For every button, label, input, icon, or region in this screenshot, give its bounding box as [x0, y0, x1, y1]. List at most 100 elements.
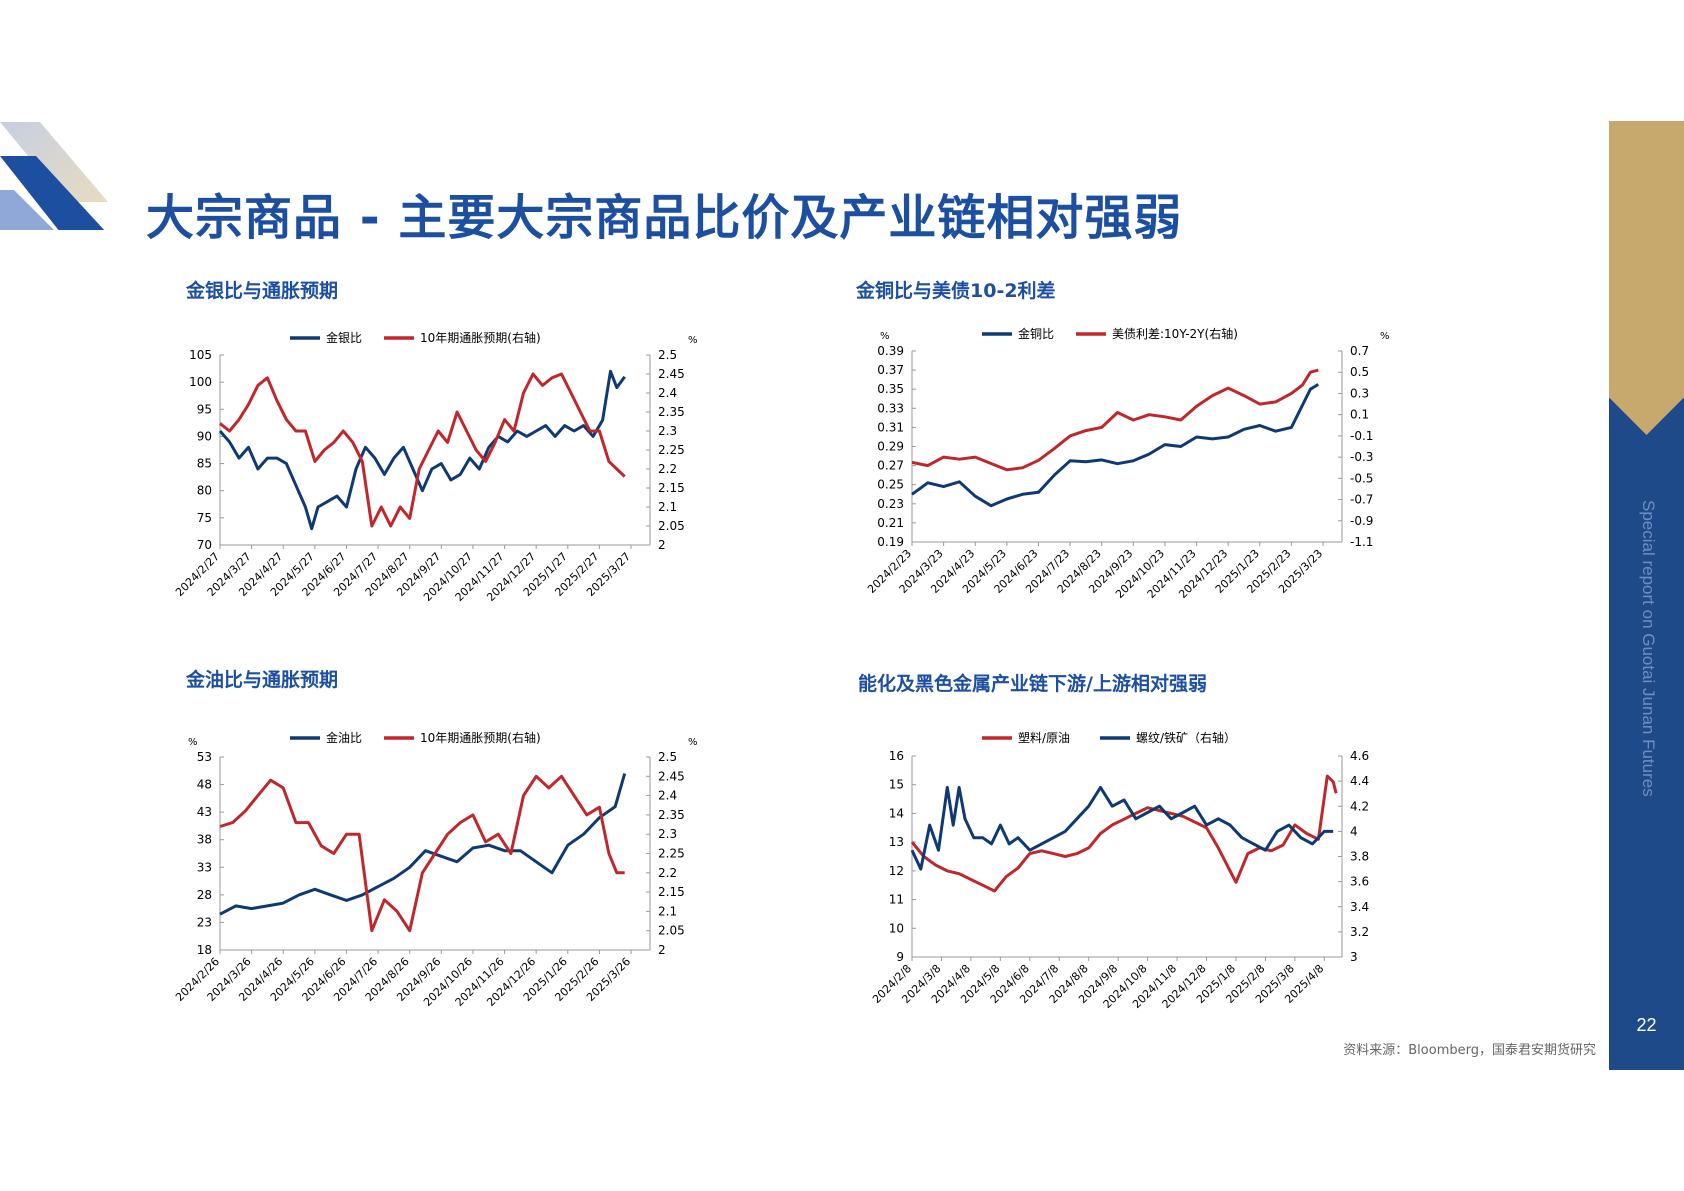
legend-label-1: 金铜比: [1018, 326, 1054, 341]
y-tick-label-right: 2.45: [658, 769, 685, 783]
y-tick-label-left: 33: [197, 860, 212, 874]
y-tick-label-right: 2.3: [658, 424, 677, 438]
y-tick-label-left: 28: [197, 888, 212, 902]
y-unit-right: %: [688, 737, 698, 748]
y-tick-label-right: 0.7: [1350, 344, 1369, 358]
legend-label-2: 10年期通胀预期(右轴): [420, 730, 541, 745]
y-tick-label-right: -0.1: [1350, 429, 1373, 443]
y-tick-label-right: 2.15: [658, 885, 685, 899]
y-tick-label-right: -0.3: [1350, 450, 1373, 464]
y-tick-label-right: 2.25: [658, 847, 685, 861]
y-tick-label-left: 0.23: [877, 497, 904, 511]
y-tick-label-left: 0.21: [877, 516, 904, 530]
series-line-1: [219, 773, 627, 916]
series-line-1: [218, 369, 626, 531]
y-tick-label-left: 100: [189, 375, 212, 389]
y-tick-label-right: 2.2: [658, 866, 677, 880]
y-tick-label-right: 4.4: [1350, 774, 1369, 788]
y-tick-label-right: 0.5: [1350, 365, 1369, 379]
chart-industry-chain: 91011121314151633.23.43.63.844.24.44.620…: [870, 730, 1369, 1011]
chart-title-4: 能化及黑色金属产业链下游/上游相对强弱: [858, 673, 1207, 695]
corner-decoration: [0, 122, 108, 230]
series-line-2: [219, 372, 626, 528]
sidebar-gold-tab: [1609, 121, 1684, 435]
y-unit-right: %: [688, 335, 698, 346]
legend-label-2: 美债利差:10Y-2Y(右轴): [1112, 326, 1238, 341]
y-tick-label-right: 2.05: [658, 519, 685, 533]
y-tick-label-left: 18: [197, 943, 212, 957]
y-tick-label-left: 9: [896, 950, 904, 964]
y-tick-label-right: 4.6: [1350, 749, 1369, 763]
y-tick-label-right: 2.2: [658, 462, 677, 476]
y-tick-label-left: 53: [197, 750, 212, 764]
chart-gold-copper: 0.19 0.21 0.23 0.25 0.27 0.29 0.31 0.33 0.35 0.37…: [865, 326, 1390, 601]
y-tick-label-right: 2.5: [658, 348, 677, 362]
y-tick-label-right: 3: [1350, 950, 1358, 964]
y-tick-label-left: 38: [197, 833, 212, 847]
series-line-2: [910, 785, 1334, 871]
y-tick-label-left: 16: [889, 749, 904, 763]
y-tick-label-left: 0.39: [877, 344, 904, 358]
y-tick-label-left: 0.19: [877, 535, 904, 549]
series-line-2: [219, 774, 625, 933]
series-line-2: [911, 368, 1319, 472]
y-tick-label-left: 10: [889, 921, 904, 935]
y-tick-label-left: 0.35: [877, 382, 904, 396]
legend-label-1: 金银比: [326, 330, 362, 345]
y-tick-label-right: 2.1: [658, 904, 677, 918]
y-tick-label-left: 75: [197, 511, 212, 525]
y-tick-label-right: 2: [658, 538, 666, 552]
y-tick-label-right: 0.3: [1350, 386, 1369, 400]
y-tick-label-right: 2: [658, 943, 666, 957]
chart-title-1: 金银比与通胀预期: [186, 280, 339, 302]
y-unit-left: %: [188, 737, 198, 748]
y-tick-label-right: 2.35: [658, 405, 685, 419]
y-tick-label-left: 15: [889, 778, 904, 792]
y-tick-label-right: 2.1: [658, 500, 677, 514]
y-tick-label-left: 80: [197, 484, 212, 498]
y-tick-label-right: 2.4: [658, 386, 677, 400]
chart-gold-oil: 18 23 28 33 38 43 48 53 2 2.05 2.1 2.15 2.2 2.25 2.3 2.…: [173, 730, 698, 1009]
page-number: 22: [1636, 1015, 1657, 1035]
y-tick-label-left: 105: [189, 348, 212, 362]
y-tick-label-right: 4.2: [1350, 799, 1369, 813]
chart-title-3: 金油比与通胀预期: [186, 669, 339, 691]
y-tick-label-right: 3.6: [1350, 875, 1369, 889]
y-tick-label-left: 48: [197, 778, 212, 792]
y-tick-label-right: 2.35: [658, 808, 685, 822]
y-tick-label-left: 0.25: [877, 478, 904, 492]
y-tick-label-right: 2.25: [658, 443, 685, 457]
y-tick-label-left: 70: [197, 538, 212, 552]
legend-label-2: 10年期通胀预期(右轴): [420, 330, 541, 345]
chart-title-2: 金铜比与美债10-2利差: [856, 280, 1056, 302]
source-note: 资料来源：Bloomberg，国泰君安期货研究: [1343, 1043, 1596, 1058]
legend-label-1: 塑料/原油: [1018, 730, 1070, 745]
series-line-1: [910, 774, 1338, 893]
legend-label-2: 螺纹/铁矿（右轴）: [1136, 730, 1236, 745]
y-tick-label-left: 13: [889, 835, 904, 849]
y-tick-label-left: 0.29: [877, 440, 904, 454]
y-tick-label-right: 2.4: [658, 789, 677, 803]
y-tick-label-left: 90: [197, 429, 212, 443]
y-tick-label-right: -1.1: [1350, 535, 1373, 549]
y-tick-label-right: -0.9: [1350, 514, 1373, 528]
y-tick-label-right: 3.2: [1350, 925, 1369, 939]
y-tick-label-left: 11: [889, 893, 904, 907]
y-tick-label-right: 3.8: [1350, 850, 1369, 864]
y-tick-label-left: 43: [197, 805, 212, 819]
y-tick-label-left: 85: [197, 457, 212, 471]
y-tick-label-right: 3.4: [1350, 900, 1369, 914]
y-tick-label-left: 14: [889, 806, 904, 820]
y-unit-right: %: [1380, 331, 1390, 342]
y-tick-label-right: 2.15: [658, 481, 685, 495]
legend-label-1: 金油比: [326, 730, 362, 745]
series-line-1: [911, 383, 1320, 508]
y-tick-label-left: 95: [197, 402, 212, 416]
y-tick-label-left: 0.37: [877, 363, 904, 377]
y-tick-label-right: 2.05: [658, 924, 685, 938]
y-tick-label-right: 2.5: [658, 750, 677, 764]
page-title: 大宗商品 - 主要大宗商品比价及产业链相对强弱: [146, 190, 1183, 246]
y-unit-left: %: [880, 331, 890, 342]
chart-gold-silver: 70 75 80 85 90 95 100 105 2 2.05 2.1 2.15 2.2 2.25 2.3…: [173, 330, 698, 604]
y-tick-label-left: 0.27: [877, 459, 904, 473]
